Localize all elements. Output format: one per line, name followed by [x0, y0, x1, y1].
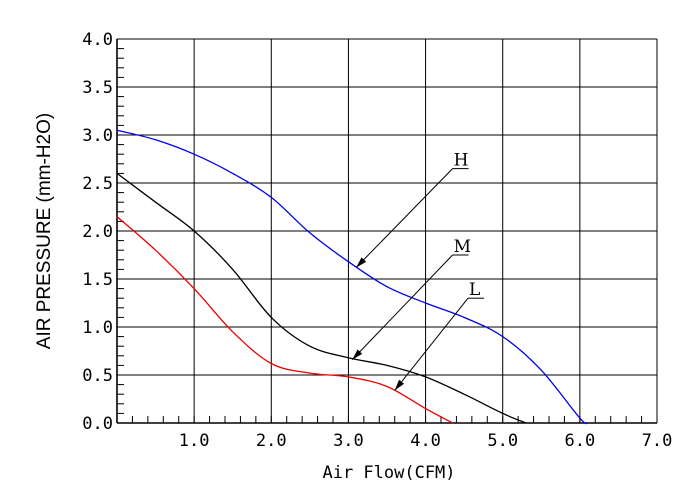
- x-tick-label: 3.0: [333, 431, 364, 451]
- y-tick-label: 1.5: [82, 270, 113, 290]
- y-tick-label: 0.0: [82, 414, 113, 434]
- x-tick-label: 2.0: [256, 431, 287, 451]
- tick-labels: 1.0 2.0 3.0 4.0 5.0 6.0 7.0 0.0 0.5 1.0 1.5 2.0 2.5 3…: [82, 30, 672, 451]
- leader-line-h: [355, 168, 453, 268]
- y-tick-label: 4.0: [82, 30, 113, 50]
- x-tick-label: 7.0: [642, 431, 673, 451]
- y-tick-label: 0.5: [82, 366, 113, 386]
- y-tick-label: 3.5: [82, 78, 113, 98]
- series-layer: [116, 129, 588, 425]
- y-axis-title: AIR PRESSURE (mm-H2O): [34, 113, 55, 349]
- curve-label-m: M: [454, 237, 471, 257]
- grid: [116, 38, 658, 424]
- x-tick-label: 1.0: [179, 431, 210, 451]
- y-tick-label: 1.0: [82, 318, 113, 338]
- y-tick-label: 2.5: [82, 174, 113, 194]
- series-line-h: [116, 129, 588, 425]
- series-line-l: [116, 216, 453, 424]
- x-tick-label: 4.0: [410, 431, 441, 451]
- y-tick-label: 3.0: [82, 126, 113, 146]
- x-axis-title: Air Flow(CFM): [322, 463, 455, 483]
- annotation-layer: H M L: [351, 151, 484, 391]
- leader-line-l: [394, 297, 469, 391]
- curve-label-l: L: [469, 280, 480, 300]
- arrowhead-l: [394, 379, 405, 391]
- y-tick-label: 2.0: [82, 222, 113, 242]
- curve-label-h: H: [454, 151, 469, 171]
- x-tick-label: 6.0: [564, 431, 595, 451]
- series-line-m: [116, 172, 527, 424]
- leader-line-m: [351, 254, 453, 360]
- x-tick-label: 5.0: [487, 431, 518, 451]
- arrowhead-h: [356, 257, 367, 268]
- arrowhead-m: [352, 349, 363, 360]
